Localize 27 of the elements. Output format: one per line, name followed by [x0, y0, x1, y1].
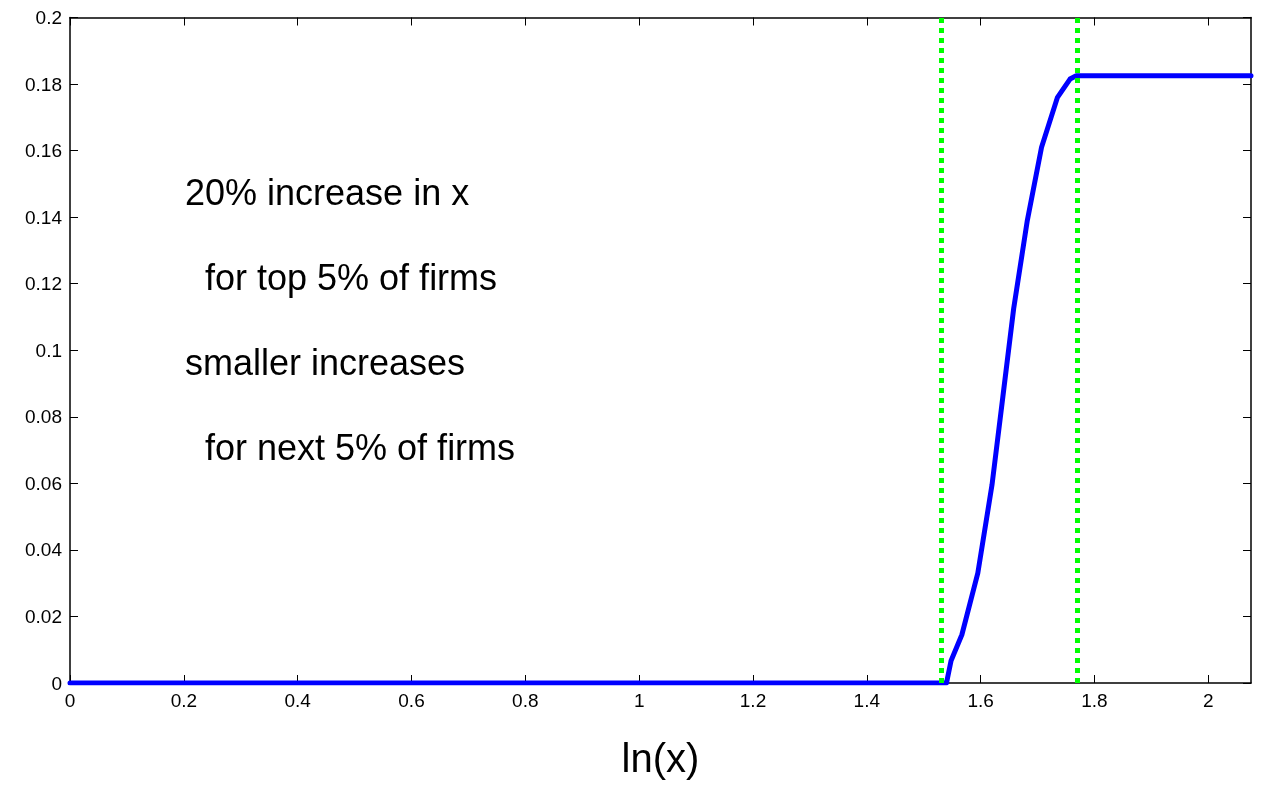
x-tick-label: 1.8: [1081, 690, 1108, 711]
y-tick-label: 0.2: [35, 7, 62, 28]
x-tick-label: 0.2: [170, 690, 198, 711]
x-tick-label: 0: [64, 690, 76, 711]
annotation: for next 5% of firms: [185, 426, 516, 468]
x-axis-title: ln(x): [621, 736, 700, 780]
x-tick-label: 1.2: [739, 690, 767, 711]
x-tick-label: 1: [633, 690, 645, 711]
y-tick-label: 0.16: [25, 140, 62, 162]
x-tick-label: 2: [1203, 690, 1214, 711]
x-tick-label: 0.6: [398, 690, 425, 711]
x-tick-label: 0.8: [512, 690, 539, 711]
annotation: smaller increases: [185, 341, 466, 383]
y-tick-label: 0.18: [25, 73, 62, 95]
x-tick-label: 1.4: [853, 690, 881, 711]
y-tick-label: 0.02: [25, 605, 62, 627]
annotation: 20% increase in x: [185, 171, 470, 213]
y-tick-label: 0.14: [25, 206, 63, 228]
annotation: for top 5% of firms: [185, 256, 498, 298]
y-tick-label: 0.12: [25, 273, 62, 295]
y-tick-label: 0.08: [25, 406, 62, 428]
y-tick-label: 0.1: [35, 339, 62, 361]
x-tick-label: 1.6: [967, 690, 994, 711]
y-tick-label: 0: [51, 672, 62, 694]
y-tick-label: 0.04: [25, 539, 63, 561]
y-tick-label: 0.06: [25, 472, 62, 494]
x-tick-label: 0.4: [284, 690, 312, 711]
